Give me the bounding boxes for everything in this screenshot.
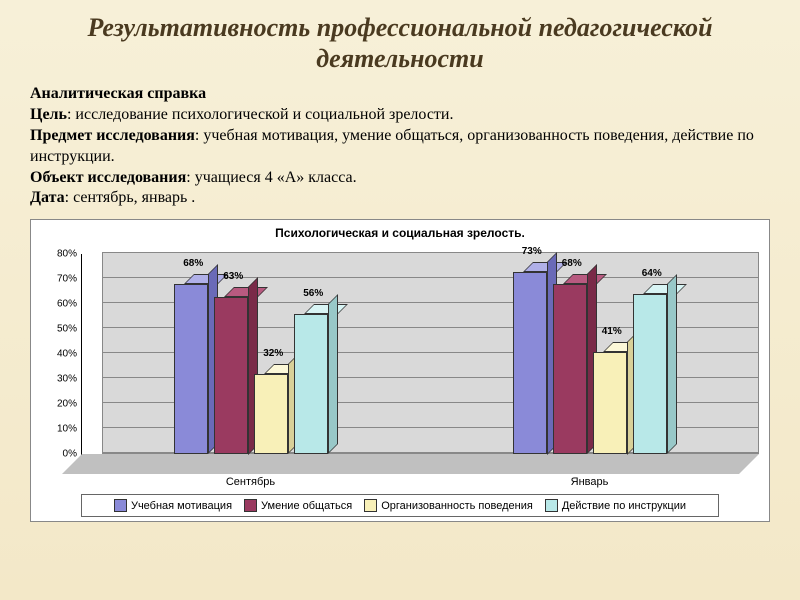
y-tick: 70% (57, 274, 77, 285)
bar: 63% (214, 297, 248, 455)
x-label: Сентябрь (81, 476, 420, 488)
x-label: Январь (420, 476, 759, 488)
bar-value-label: 68% (562, 258, 582, 269)
bar-group: 73%68%41%64% (421, 254, 760, 454)
y-tick: 40% (57, 349, 77, 360)
legend-swatch (364, 499, 377, 512)
slide: Результативность профессиональной педаго… (0, 0, 800, 600)
bar: 73% (513, 272, 547, 455)
x-axis: СентябрьЯнварь (81, 476, 759, 488)
page-title: Результативность профессиональной педаго… (30, 12, 770, 74)
y-tick: 60% (57, 299, 77, 310)
legend-item: Учебная мотивация (114, 499, 232, 512)
legend-item: Действие по инструкции (545, 499, 686, 512)
bar: 64% (633, 294, 667, 454)
date-text: : сентябрь, январь . (65, 189, 196, 206)
y-axis: 0%10%20%30%40%50%60%70%80% (41, 254, 81, 454)
subject-label: Предмет исследования (30, 127, 195, 144)
y-tick: 20% (57, 399, 77, 410)
bar-value-label: 32% (263, 348, 283, 359)
analytic-label: Аналитическая справка (30, 85, 206, 102)
chart-container: Психологическая и социальная зрелость. 0… (30, 219, 770, 522)
bar: 68% (174, 284, 208, 454)
goal-label: Цель (30, 106, 67, 123)
y-tick: 80% (57, 249, 77, 260)
bar-value-label: 56% (303, 288, 323, 299)
legend-label: Действие по инструкции (562, 500, 686, 512)
bar-group: 68%63%32%56% (82, 254, 421, 454)
date-label: Дата (30, 189, 65, 206)
legend-item: Умение общаться (244, 499, 352, 512)
bar-value-label: 64% (642, 268, 662, 279)
chart-legend: Учебная мотивация Умение общаться Организо… (81, 494, 719, 517)
chart-title: Психологическая и социальная зрелость. (41, 226, 759, 240)
bar: 41% (593, 352, 627, 455)
object-text: : учащиеся 4 «А» класса. (186, 169, 356, 186)
chart-plot: 0%10%20%30%40%50%60%70%80% 68%63%32%56%7… (41, 244, 759, 474)
bar-value-label: 68% (183, 258, 203, 269)
object-label: Объект исследования (30, 169, 186, 186)
legend-label: Организованность поведения (381, 500, 533, 512)
bar-value-label: 73% (522, 246, 542, 257)
legend-label: Учебная мотивация (131, 500, 232, 512)
legend-label: Умение общаться (261, 500, 352, 512)
legend-swatch (114, 499, 127, 512)
goal-text: : исследование психологической и социаль… (67, 106, 453, 123)
bar: 68% (553, 284, 587, 454)
plot-area: 68%63%32%56%73%68%41%64% (81, 254, 759, 474)
bar: 32% (254, 374, 288, 454)
bar-value-label: 41% (602, 326, 622, 337)
legend-item: Организованность поведения (364, 499, 533, 512)
y-tick: 30% (57, 374, 77, 385)
grid-line (103, 252, 758, 253)
legend-swatch (244, 499, 257, 512)
bar-groups: 68%63%32%56%73%68%41%64% (82, 254, 759, 474)
y-tick: 10% (57, 424, 77, 435)
y-tick: 50% (57, 324, 77, 335)
y-tick: 0% (63, 449, 77, 460)
legend-swatch (545, 499, 558, 512)
body-text: Аналитическая справка Цель: исследование… (30, 84, 770, 209)
bar-value-label: 63% (223, 271, 243, 282)
bar: 56% (294, 314, 328, 454)
